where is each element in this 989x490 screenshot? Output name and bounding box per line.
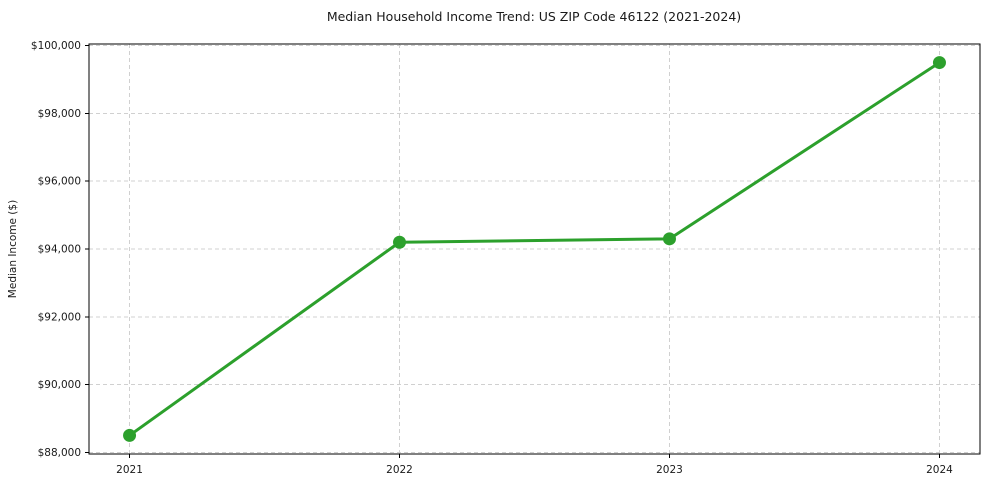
data-point-2023 — [662, 232, 676, 246]
y-tick-label: $98,000 — [38, 108, 81, 120]
y-tick-label: $100,000 — [31, 40, 81, 52]
x-tick-label: 2023 — [656, 464, 683, 476]
data-point-2021 — [123, 428, 137, 442]
y-tick-label: $90,000 — [38, 379, 81, 391]
data-point-2022 — [393, 235, 407, 249]
chart-title: Median Household Income Trend: US ZIP Co… — [326, 9, 742, 24]
data-point-2024 — [932, 56, 946, 70]
y-tick-label: $94,000 — [38, 244, 81, 256]
y-tick-label: $92,000 — [38, 311, 81, 323]
y-tick-label: $88,000 — [38, 447, 81, 459]
trend-line — [128, 61, 941, 437]
y-tick-label: $96,000 — [38, 176, 81, 188]
x-tick-label: 2021 — [116, 464, 143, 476]
x-tick-label: 2024 — [926, 464, 953, 476]
x-tick-label: 2022 — [386, 464, 413, 476]
